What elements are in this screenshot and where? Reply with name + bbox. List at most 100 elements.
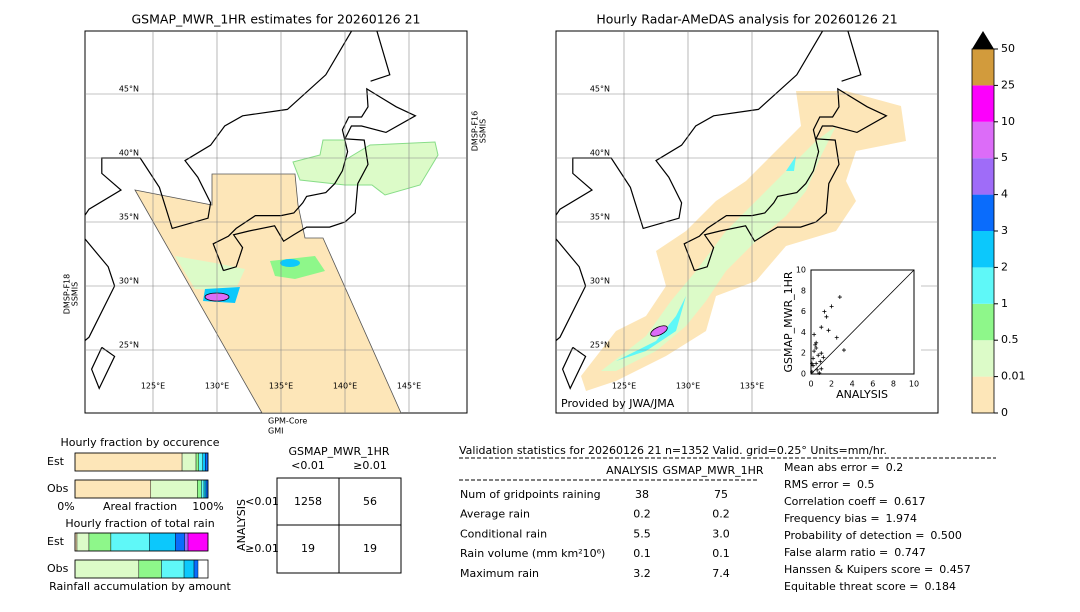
- inset-frame: [810, 269, 915, 375]
- scatter-point: [810, 369, 815, 374]
- scatter-point: [819, 366, 824, 371]
- colorbar-segment: [972, 158, 994, 195]
- colorbar-segment: [972, 194, 994, 231]
- lat-label: 40°N: [119, 149, 139, 158]
- score-value: 0.500: [930, 529, 962, 542]
- y-tick-label: 2: [801, 349, 806, 358]
- stat-value: 3.2: [633, 567, 651, 580]
- lat-label: 30°N: [590, 277, 610, 286]
- credit: Provided by JWA/JMA: [561, 397, 675, 410]
- rain: [280, 259, 300, 267]
- table-cell: 19: [363, 542, 377, 555]
- map-title: Hourly Radar-AMeDAS analysis for 2026012…: [596, 12, 897, 27]
- scatter-point: [824, 314, 829, 319]
- stat-value: 75: [714, 488, 728, 501]
- fraction-segment: [197, 479, 202, 499]
- lon-label: 130°E: [676, 382, 700, 391]
- fraction-segment: [74, 452, 183, 472]
- scatter-point: [819, 325, 824, 330]
- lat-label: 45°N: [119, 85, 139, 94]
- rain-area: [601, 126, 836, 371]
- scatter-point: [814, 340, 819, 345]
- lat-label: 40°N: [590, 149, 610, 158]
- x-tick-label: 4: [850, 380, 855, 389]
- lon-label: 135°E: [269, 382, 293, 391]
- rain-area: [786, 156, 796, 171]
- row-header: ≥0.01: [245, 542, 279, 555]
- coastline: [556, 31, 823, 342]
- fraction-segment: [175, 532, 185, 552]
- colorbar-extend: [972, 31, 994, 49]
- y-tick-label: 8: [801, 286, 806, 295]
- axis-label: Areal fraction: [103, 500, 177, 513]
- axis-label: Rainfall accumulation by amount: [49, 580, 231, 593]
- score: Equitable threat score = 0.184: [784, 580, 956, 593]
- stats-title: Validation statistics for 20260126 21 n=…: [459, 444, 887, 457]
- stat-value: 3.0: [712, 527, 730, 540]
- scatter-point: [812, 349, 817, 354]
- score-value: 0.2: [886, 461, 904, 474]
- score-value: 0.5: [857, 478, 875, 491]
- colorbar-label: 1: [1001, 297, 1008, 310]
- col-header: GSMAP_MWR_1HR: [662, 464, 763, 477]
- swath: [134, 173, 402, 413]
- fraction-segment: [74, 479, 152, 499]
- lat-label: 30°N: [119, 277, 139, 286]
- scatter-point: [813, 342, 818, 347]
- fraction-segment: [76, 532, 90, 552]
- stat-label: Rain volume (mm km²10⁶): [460, 547, 605, 560]
- col-header: ANALYSIS: [606, 464, 658, 477]
- scatter-point: [834, 335, 839, 340]
- rain-core: [650, 325, 668, 337]
- map-panel: 45°N 40°N 35°N 30°N 25°N 125°E 130°E 135°E Hourl…: [555, 12, 939, 414]
- axis-label: 0%: [57, 500, 74, 513]
- score-value: 0.457: [939, 563, 971, 576]
- sensor-label: SSMIS: [479, 119, 488, 144]
- score: Frequency bias = 1.974: [784, 512, 917, 525]
- scatter-point: [819, 351, 824, 356]
- fraction-segment: [202, 452, 206, 472]
- colorbar-label: 0.01: [1001, 370, 1026, 383]
- colorbar-segment: [972, 231, 994, 268]
- rain: [175, 256, 245, 291]
- score-label: Equitable threat score =: [784, 580, 918, 593]
- x-tick-label: 10: [909, 380, 919, 389]
- fraction-segment: [181, 452, 197, 472]
- coastline: [212, 87, 417, 272]
- fraction-segment: [195, 452, 199, 472]
- col-header: <0.01: [291, 459, 325, 472]
- lon-label: 130°E: [205, 382, 229, 391]
- score: Correlation coeff = 0.617: [784, 495, 926, 508]
- colorbar-label: 4: [1001, 188, 1008, 201]
- fraction-segment: [150, 479, 198, 499]
- bar-frame: [74, 452, 209, 472]
- colorbar-segment: [972, 303, 994, 341]
- scatter-point: [821, 355, 826, 360]
- y-tick-label: 10: [796, 266, 806, 275]
- stat-label: Num of gridpoints raining: [460, 488, 601, 501]
- sensor-label: SSMIS: [71, 282, 80, 307]
- scatter-point: [837, 295, 842, 300]
- lon-label: 145°E: [397, 382, 421, 391]
- scatter-point: [814, 346, 819, 350]
- axis-label: ANALYSIS: [235, 499, 248, 551]
- scatter-point: [811, 356, 816, 361]
- swath: [292, 139, 439, 196]
- fraction-segment: [88, 532, 112, 552]
- colorbar-segment: [972, 49, 994, 86]
- score: Hanssen & Kuipers score = 0.457: [784, 563, 971, 576]
- scatter-point: [817, 370, 822, 375]
- colorbar-label: 0.5: [1001, 333, 1019, 346]
- colorbar-segment: [972, 121, 994, 159]
- coastline: [841, 31, 862, 82]
- fraction-segment: [161, 559, 185, 579]
- stat-value: 5.5: [633, 527, 651, 540]
- fraction-segment: [187, 532, 209, 552]
- lat-label: 25°N: [590, 341, 610, 350]
- diagonal: [810, 269, 915, 375]
- stat-value: 0.1: [712, 547, 730, 560]
- lon-label: 125°E: [141, 382, 165, 391]
- row-label: Est: [47, 455, 65, 468]
- y-tick-label: 4: [801, 328, 806, 337]
- colorbar-segment: [972, 267, 994, 304]
